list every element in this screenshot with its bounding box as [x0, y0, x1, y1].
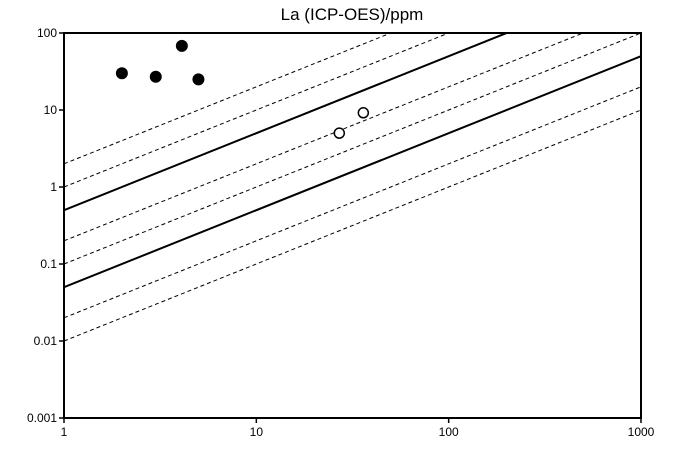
reference-lines [64, 33, 641, 342]
data-point-open [333, 127, 346, 139]
reference-line-dashed-7 [64, 109, 641, 342]
reference-line-solid-1 [64, 55, 641, 289]
y-tick-label: 10 [44, 103, 58, 117]
y-tick-label: 0.1 [40, 257, 57, 271]
x-tick-label: 10 [250, 425, 264, 439]
reference-line-dashed-3 [64, 33, 451, 188]
data-point-filled [149, 70, 162, 83]
plot-frame [63, 32, 642, 419]
data-point-open [357, 107, 370, 119]
reference-line-dashed-5 [64, 33, 641, 265]
axis-ticks: 1 10 100 1000 0.001 0.01 0.1 1 10 100 [27, 26, 655, 439]
reference-line-dashed-6 [64, 86, 641, 319]
y-tick-label: 0.001 [27, 411, 57, 425]
data-point-filled [175, 39, 188, 52]
data-points [115, 39, 370, 139]
reference-line-dashed-2 [64, 33, 393, 165]
data-point-filled [115, 67, 128, 80]
x-tick-label: 1000 [628, 425, 655, 439]
chart-title: La (ICP-OES)/ppm [281, 5, 424, 24]
reference-line-solid-0 [64, 33, 510, 212]
data-point-filled [192, 73, 205, 86]
x-tick-label: 1 [61, 425, 68, 439]
x-tick-label: 100 [439, 425, 459, 439]
y-tick-label: 100 [37, 26, 57, 40]
y-tick-label: 1 [50, 180, 57, 194]
reference-line-dashed-4 [64, 33, 585, 242]
y-tick-label: 0.01 [34, 334, 58, 348]
